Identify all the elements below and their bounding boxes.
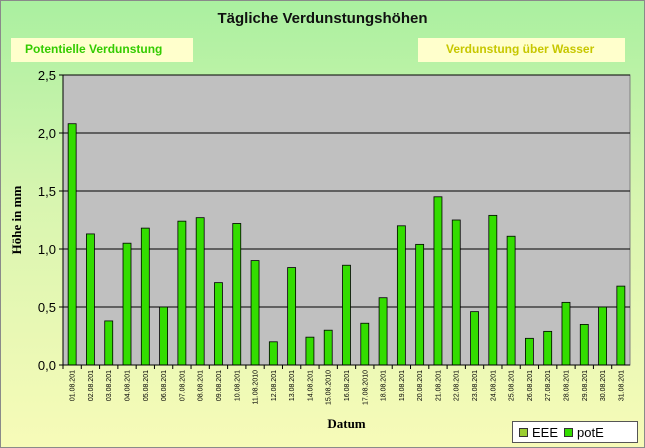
chart-title: Tägliche Verdunstungshöhen <box>217 10 428 27</box>
bar <box>305 336 315 366</box>
bar <box>415 243 425 366</box>
y-tick-label: 1,0 <box>38 242 56 257</box>
x-tick-label: 24.08.201 <box>490 370 497 401</box>
x-tick-label: 03.08.201 <box>106 370 113 401</box>
x-tick-label: 22.08.201 <box>454 370 461 401</box>
x-tick-label: 10.08.201 <box>234 370 241 401</box>
bar <box>195 217 205 366</box>
x-tick-label: 08.08.201 <box>198 370 205 401</box>
bar <box>525 337 534 366</box>
x-tick-label: 05.08.201 <box>143 370 150 401</box>
y-axis-label: Höhe in mm <box>9 186 24 255</box>
potential-evaporation-box: Potentielle Verdunstung <box>11 38 193 62</box>
bar <box>122 242 132 366</box>
y-tick-label: 1,5 <box>38 184 56 199</box>
bar <box>342 264 351 366</box>
bar <box>159 306 168 366</box>
bar <box>396 225 406 366</box>
legend-swatch <box>519 427 528 437</box>
x-tick-label: 29.08.201 <box>582 370 589 401</box>
bar <box>360 322 370 366</box>
water-evaporation-box: Verdunstung über Wasser <box>418 38 625 62</box>
x-tick-label: 26.08.201 <box>527 370 534 401</box>
x-tick-label: 09.08.201 <box>216 370 223 401</box>
x-tick-label: 14.08.201 <box>307 370 314 401</box>
x-tick-label: 15.08.2010 <box>326 370 333 405</box>
bar <box>214 282 223 366</box>
legend-swatch <box>564 427 574 437</box>
bar <box>140 227 150 366</box>
x-tick-label: 25.08.201 <box>509 370 516 401</box>
y-tick-label: 2,0 <box>38 126 56 141</box>
x-tick-label: 11.08.2010 <box>253 370 260 405</box>
bar <box>488 214 498 366</box>
x-tick-label: 21.08.201 <box>435 370 442 401</box>
bar <box>506 235 516 366</box>
bar <box>323 329 333 366</box>
x-tick-label: 01.08.201 <box>70 370 77 401</box>
bar <box>451 219 461 366</box>
bar <box>177 220 187 366</box>
x-tick-label: 30.08.201 <box>600 370 607 401</box>
legend-label: potE <box>577 424 604 440</box>
bar <box>104 320 114 366</box>
bar <box>250 260 260 366</box>
bar <box>287 267 297 366</box>
x-tick-label: 17.08.2010 <box>362 370 369 405</box>
x-tick-label: 12.08.201 <box>271 370 278 401</box>
bar <box>433 196 443 366</box>
bar <box>579 323 589 366</box>
x-tick-label: 28.08.201 <box>563 370 570 401</box>
legend-item-eee: EEE <box>519 425 558 440</box>
bar <box>616 285 626 366</box>
x-tick-label: 31.08.201 <box>618 370 625 401</box>
y-tick-label: 0,0 <box>38 358 56 373</box>
x-tick-label: 23.08.201 <box>472 370 479 401</box>
bar <box>268 341 278 366</box>
bar <box>543 330 553 366</box>
x-tick-label: 19.08.201 <box>399 370 406 401</box>
bar <box>67 123 77 366</box>
x-tick-label: 13.08.201 <box>289 370 296 401</box>
x-tick-label: 04.08.201 <box>125 370 132 401</box>
bar <box>470 311 479 366</box>
x-tick-label: 06.08.201 <box>161 370 168 401</box>
bar <box>86 233 95 366</box>
x-tick-label: 27.08.201 <box>545 370 552 401</box>
x-tick-label: 07.08.201 <box>179 370 186 401</box>
bar <box>598 306 607 366</box>
x-tick-label: 18.08.201 <box>381 370 388 401</box>
legend-item-pote: potE <box>564 425 604 440</box>
y-tick-label: 2,5 <box>38 68 56 83</box>
legend: EEE potE <box>512 421 638 443</box>
x-axis-label: Datum <box>327 416 365 431</box>
bar <box>561 301 571 366</box>
x-tick-label: 20.08.201 <box>417 370 424 401</box>
bar <box>232 223 242 366</box>
bar <box>378 297 388 366</box>
x-tick-label: 02.08.201 <box>88 370 95 401</box>
x-tick-label: 16.08.201 <box>344 370 351 401</box>
y-tick-label: 0,5 <box>38 300 56 315</box>
legend-label: EEE <box>532 424 559 440</box>
